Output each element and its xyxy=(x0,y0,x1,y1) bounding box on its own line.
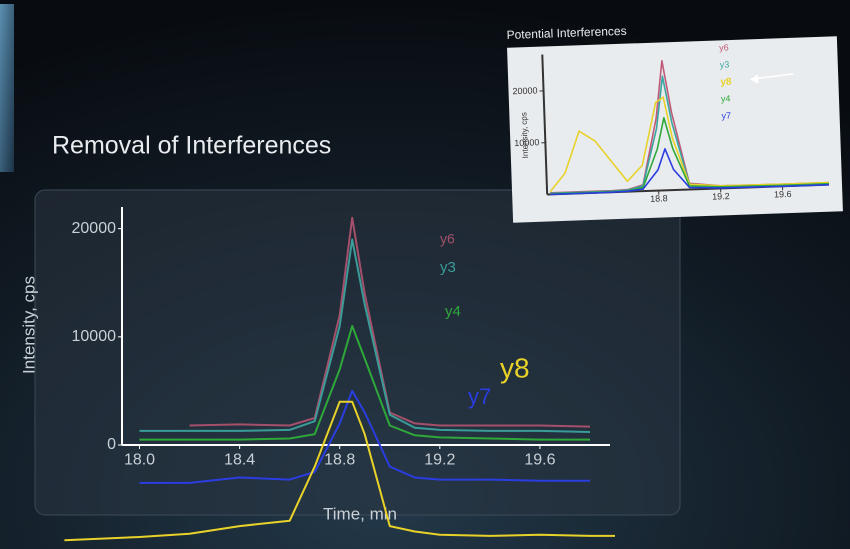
legend-label: y3 xyxy=(720,59,730,69)
slide-title: Removal of Interferences xyxy=(52,132,331,160)
y-tick-label: 10000 xyxy=(72,328,117,345)
legend-label: y4 xyxy=(445,303,461,320)
y-tick-label: 20000 xyxy=(72,220,117,237)
legend-label: y4 xyxy=(721,93,731,103)
x-tick-label: 19.2 xyxy=(424,451,455,468)
legend-label: y3 xyxy=(440,259,456,276)
legend-label: y8 xyxy=(500,352,530,383)
x-tick-label: 19.6 xyxy=(774,189,792,200)
y-axis-label: Intensity, cps xyxy=(19,276,38,374)
x-tick-label: 19.6 xyxy=(524,451,555,468)
y-tick-label: 0 xyxy=(107,436,116,453)
x-tick-label: 18.8 xyxy=(324,451,355,468)
x-tick-label: 19.2 xyxy=(712,191,730,202)
x-tick-label: 18.0 xyxy=(124,451,155,468)
y-tick-label: 20000 xyxy=(512,85,537,96)
legend-label: y7 xyxy=(721,110,731,120)
x-tick-label: 18.4 xyxy=(224,451,255,468)
x-tick-label: 18.8 xyxy=(650,193,668,204)
legend-label: y6 xyxy=(719,42,729,52)
y-axis-label: Intensity, cps xyxy=(519,112,530,158)
slide: Removal of Interferences Potential Inter… xyxy=(0,0,850,549)
legend-label: y6 xyxy=(440,231,455,247)
legend-label: y8 xyxy=(720,77,732,88)
legend-label: y7 xyxy=(468,384,491,409)
corner-image xyxy=(0,4,14,172)
